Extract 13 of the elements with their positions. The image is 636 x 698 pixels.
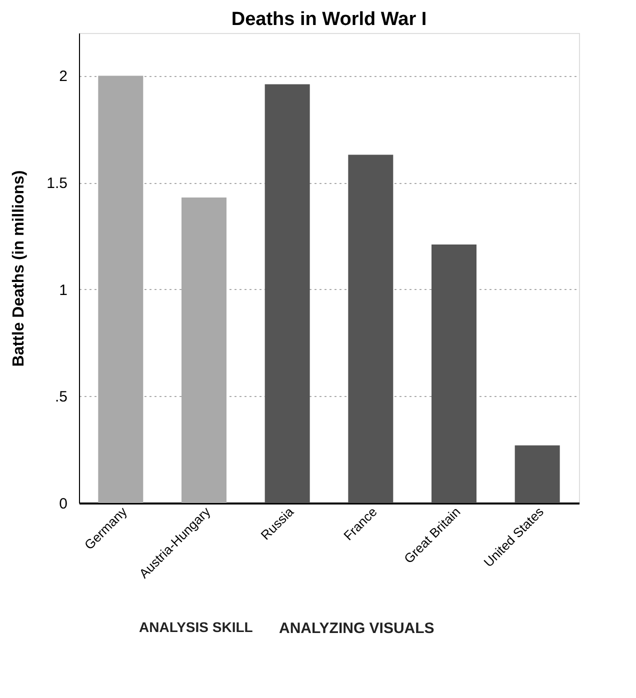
y-tick-label: 2 bbox=[59, 68, 68, 86]
bar bbox=[514, 445, 560, 503]
bar bbox=[432, 244, 476, 503]
text: ANALYSIS SKILL bbox=[139, 619, 254, 635]
y-tick-label: .5 bbox=[54, 388, 68, 406]
text: ANALYZING VISUALS bbox=[279, 620, 434, 637]
y-axis-title: Battle Deaths (in millions) bbox=[10, 170, 28, 367]
bar bbox=[264, 84, 310, 503]
y-tick-label: 1 bbox=[59, 282, 68, 299]
y-tick-label: 1.5 bbox=[46, 175, 68, 192]
y-tick-label: 0 bbox=[59, 496, 68, 512]
bar bbox=[348, 154, 394, 503]
chart-title: Deaths in World War I bbox=[231, 9, 427, 30]
